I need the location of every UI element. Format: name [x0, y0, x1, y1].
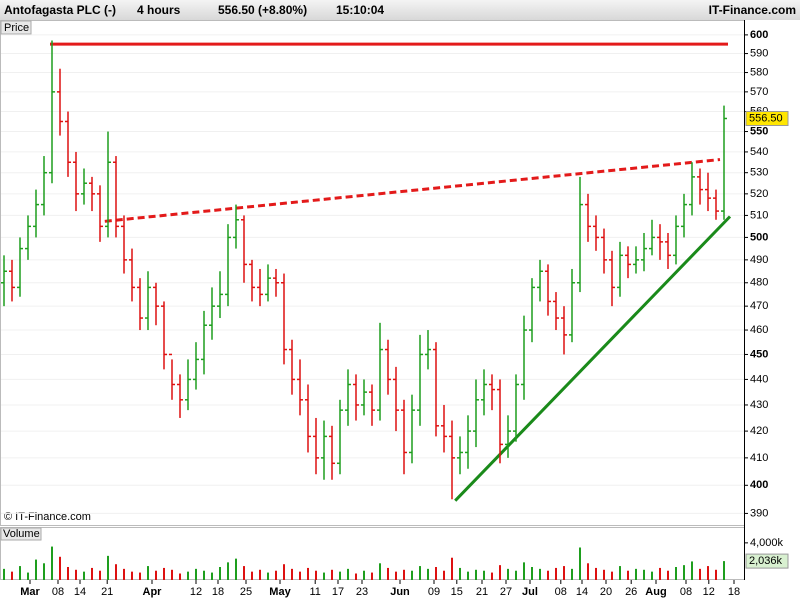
x-tick-label: Mar — [20, 586, 40, 598]
last-price-box — [745, 110, 789, 126]
y-tick-label: 580 — [750, 66, 768, 78]
y-tick-label: 540 — [750, 146, 768, 158]
x-tick-label: 27 — [500, 586, 512, 598]
volume-panel — [0, 527, 745, 580]
y-tick-label: 440 — [750, 373, 768, 385]
x-tick-label: 15 — [451, 586, 463, 598]
x-tick-label: Jul — [522, 586, 538, 598]
volume-tick-label: 4,000k — [750, 537, 784, 549]
x-tick-label: 12 — [703, 586, 715, 598]
interval: 4 hours — [137, 3, 181, 17]
y-tick-label: 400 — [750, 479, 768, 491]
x-tick-label: 23 — [356, 586, 368, 598]
x-tick-label: 09 — [428, 586, 440, 598]
y-tick-label: 600 — [750, 29, 768, 41]
y-tick-label: 530 — [750, 167, 768, 179]
quote: 556.50 (+8.80%) — [218, 3, 307, 17]
x-tick-label: 08 — [680, 586, 692, 598]
x-tick-label: 08 — [555, 586, 567, 598]
y-tick-label: 480 — [750, 277, 768, 289]
last-volume-label: 2,036k — [749, 555, 783, 567]
y-tick-label: 460 — [750, 324, 768, 336]
x-tick-label: 26 — [625, 586, 637, 598]
copyright: © IT-Finance.com — [4, 511, 91, 523]
y-tick-label: 450 — [750, 348, 768, 360]
y-tick-label: 390 — [750, 507, 768, 519]
y-tick-label: 500 — [750, 231, 768, 243]
panel-label-box — [0, 20, 32, 35]
x-tick-label: 14 — [576, 586, 588, 598]
panel-label: Price — [4, 22, 29, 34]
y-tick-label: 410 — [750, 452, 768, 464]
x-tick-label: Aug — [645, 586, 666, 598]
x-tick-label: 14 — [74, 586, 86, 598]
x-tick-label: 11 — [309, 586, 320, 598]
trendline — [454, 215, 732, 502]
y-tick-label: 570 — [750, 86, 768, 98]
y-tick-label: 550 — [750, 125, 768, 137]
y-tick-label: 470 — [750, 300, 768, 312]
x-tick-label: Apr — [143, 586, 163, 598]
x-tick-label: 20 — [600, 586, 612, 598]
y-tick-label: 490 — [750, 254, 768, 266]
x-tick-label: May — [269, 586, 291, 598]
x-tick-label: 21 — [101, 586, 113, 598]
chart-title: Antofagasta PLC (-) — [4, 3, 116, 17]
trendline — [104, 158, 721, 223]
x-tick-label: Jun — [390, 586, 410, 598]
last-volume-box — [745, 553, 789, 569]
volume-label-box — [0, 527, 42, 541]
time: 15:10:04 — [336, 3, 384, 17]
y-tick-label: 520 — [750, 188, 768, 200]
x-tick-label: 17 — [332, 586, 344, 598]
header-bar — [0, 0, 800, 20]
volume-label: Volume — [3, 528, 40, 540]
y-tick-label: 510 — [750, 209, 768, 221]
y-tick-label: 430 — [750, 399, 768, 411]
y-tick-label: 590 — [750, 47, 768, 59]
source: IT-Finance.com — [709, 3, 796, 17]
last-price-label: 556.50 — [749, 112, 783, 124]
x-tick-label: 08 — [52, 586, 64, 598]
x-tick-label: 12 — [190, 586, 202, 598]
x-tick-label: 18 — [728, 586, 740, 598]
y-tick-label: 420 — [750, 425, 768, 437]
x-tick-label: 18 — [212, 586, 224, 598]
x-tick-label: 25 — [240, 586, 252, 598]
price-panel — [0, 20, 745, 526]
x-tick-label: 21 — [476, 586, 488, 598]
